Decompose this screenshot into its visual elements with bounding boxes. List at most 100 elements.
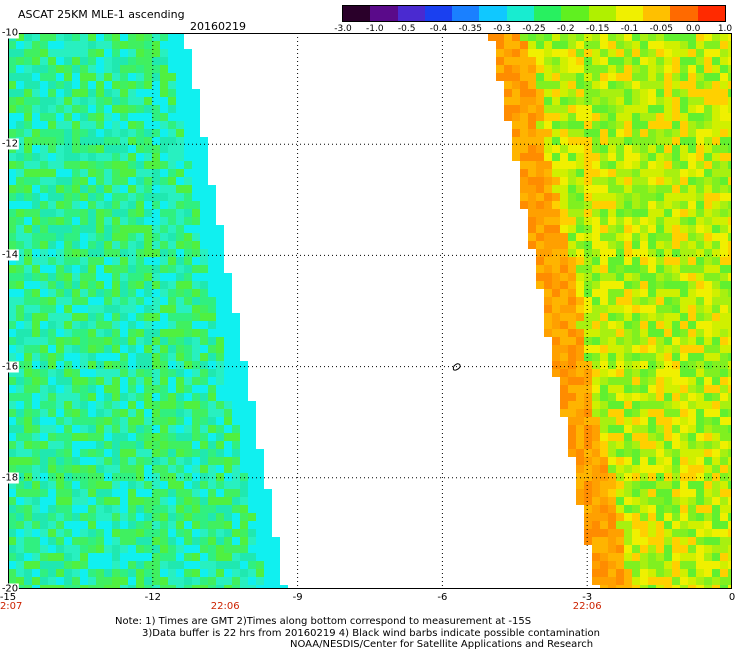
swath-cell bbox=[16, 553, 24, 561]
swath-cell bbox=[232, 441, 240, 449]
swath-cell bbox=[200, 585, 208, 589]
swath-cell bbox=[24, 585, 32, 589]
swath-cell bbox=[688, 273, 696, 281]
swath-cell bbox=[600, 297, 608, 305]
swath-cell bbox=[152, 257, 160, 265]
swath-cell bbox=[176, 529, 184, 537]
swath-cell bbox=[592, 137, 600, 145]
swath-cell bbox=[96, 193, 104, 201]
swath-cell bbox=[168, 129, 176, 137]
swath-cell bbox=[64, 201, 72, 209]
swath-cell bbox=[128, 465, 136, 473]
swath-cell bbox=[152, 145, 160, 153]
swath-cell bbox=[624, 193, 632, 201]
swath-cell bbox=[192, 89, 200, 97]
swath-cell bbox=[152, 553, 160, 561]
swath-cell bbox=[72, 377, 80, 385]
swath-cell bbox=[576, 457, 584, 465]
swath-cell bbox=[176, 209, 184, 217]
swath-cell bbox=[32, 49, 40, 57]
swath-cell bbox=[632, 225, 640, 233]
swath-cell bbox=[600, 121, 608, 129]
swath-cell bbox=[584, 241, 592, 249]
swath-cell bbox=[224, 321, 232, 329]
swath-cell bbox=[712, 129, 720, 137]
swath-cell bbox=[680, 553, 688, 561]
swath-cell bbox=[136, 441, 144, 449]
swath-cell bbox=[144, 465, 152, 473]
swath-cell bbox=[56, 473, 64, 481]
swath-cell bbox=[168, 329, 176, 337]
swath-cell bbox=[144, 321, 152, 329]
swath-cell bbox=[48, 369, 56, 377]
swath-cell bbox=[192, 345, 200, 353]
swath-cell bbox=[200, 265, 208, 273]
swath-cell bbox=[528, 105, 536, 113]
swath-cell bbox=[96, 161, 104, 169]
swath-cell bbox=[688, 129, 696, 137]
swath-cell bbox=[584, 337, 592, 345]
swath-cell bbox=[712, 569, 720, 577]
swath-cell bbox=[592, 313, 600, 321]
swath-cell bbox=[56, 337, 64, 345]
swath-cell bbox=[600, 273, 608, 281]
swath-cell bbox=[592, 409, 600, 417]
swath-cell bbox=[592, 65, 600, 73]
swath-cell bbox=[160, 185, 168, 193]
swath-cell bbox=[672, 81, 680, 89]
swath-cell bbox=[608, 113, 616, 121]
swath-cell bbox=[152, 521, 160, 529]
swath-cell bbox=[616, 33, 624, 41]
swath-cell bbox=[600, 473, 608, 481]
swath-cell bbox=[216, 529, 224, 537]
swath-cell bbox=[648, 529, 656, 537]
swath-cell bbox=[704, 209, 712, 217]
swath-cell bbox=[72, 177, 80, 185]
swath-cell bbox=[616, 81, 624, 89]
swath-cell bbox=[664, 505, 672, 513]
swath-cell bbox=[512, 137, 520, 145]
swath-cell bbox=[664, 529, 672, 537]
swath-cell bbox=[720, 305, 728, 313]
swath-cell bbox=[696, 545, 704, 553]
swath-cell bbox=[648, 409, 656, 417]
swath-cell bbox=[608, 73, 616, 81]
swath-cell bbox=[712, 81, 720, 89]
swath-cell bbox=[152, 409, 160, 417]
swath-cell bbox=[104, 337, 112, 345]
swath-cell bbox=[176, 121, 184, 129]
swath-cell bbox=[88, 545, 96, 553]
swath-cell bbox=[608, 353, 616, 361]
swath-cell bbox=[16, 473, 24, 481]
swath-cell bbox=[56, 313, 64, 321]
swath-cell bbox=[712, 217, 720, 225]
colorbar-swatch bbox=[533, 6, 562, 21]
swath-cell bbox=[680, 153, 688, 161]
swath-cell bbox=[576, 257, 584, 265]
latitude-label: -20 bbox=[0, 583, 20, 595]
swath-cell bbox=[192, 489, 200, 497]
swath-cell bbox=[720, 465, 728, 473]
swath-cell bbox=[656, 161, 664, 169]
swath-cell bbox=[712, 305, 720, 313]
colorbar-tick-label: -3.0 bbox=[334, 24, 352, 34]
swath-cell bbox=[496, 49, 504, 57]
swath-cell bbox=[616, 545, 624, 553]
swath-cell bbox=[640, 97, 648, 105]
swath-cell bbox=[256, 457, 264, 465]
swath-cell bbox=[208, 257, 216, 265]
swath-cell bbox=[136, 361, 144, 369]
swath-cell bbox=[664, 313, 672, 321]
swath-cell bbox=[88, 401, 96, 409]
swath-cell bbox=[224, 465, 232, 473]
swath-cell bbox=[192, 281, 200, 289]
swath-cell bbox=[584, 473, 592, 481]
swath-cell bbox=[176, 241, 184, 249]
swath-cell bbox=[616, 73, 624, 81]
swath-cell bbox=[8, 121, 16, 129]
swath-cell bbox=[64, 249, 72, 257]
swath-cell bbox=[704, 473, 712, 481]
swath-cell bbox=[16, 585, 24, 589]
swath-cell bbox=[632, 49, 640, 57]
swath-cell bbox=[144, 377, 152, 385]
